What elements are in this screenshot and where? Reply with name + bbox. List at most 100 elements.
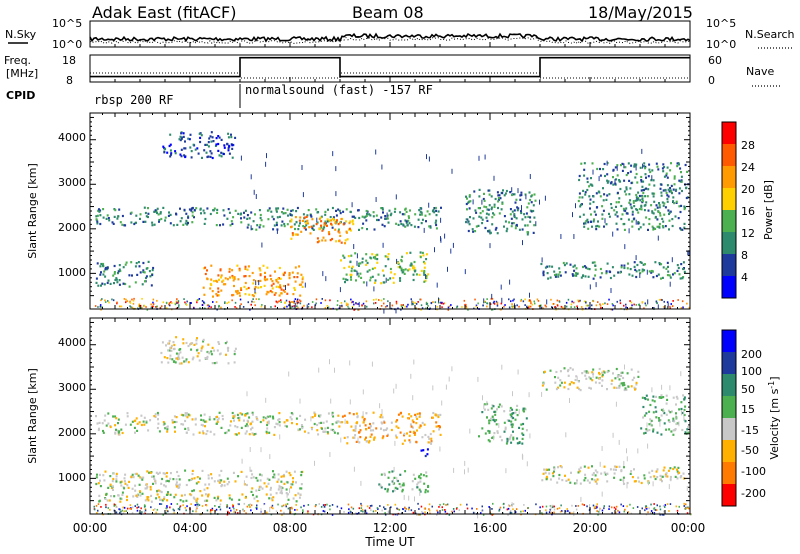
heatmap-cell: [594, 480, 597, 483]
heatmap-cell: [581, 372, 584, 375]
heatmap-cell: [505, 189, 508, 193]
heatmap-cell: [451, 168, 453, 174]
heatmap-cell: [560, 504, 562, 507]
heatmap-cell: [375, 427, 378, 430]
heatmap-cell: [404, 207, 407, 210]
heatmap-cell: [227, 349, 230, 352]
heatmap-cell: [173, 415, 176, 418]
heatmap-cell: [199, 140, 202, 144]
heatmap-cell: [288, 272, 291, 275]
heatmap-cell: [286, 481, 289, 484]
heatmap-cell: [345, 208, 348, 211]
heatmap-cell: [164, 147, 167, 150]
heatmap-cell: [631, 225, 634, 228]
heatmap-cell: [606, 303, 609, 305]
heatmap-cell: [288, 471, 291, 475]
heatmap-cell: [191, 469, 194, 472]
heatmap-cell: [505, 468, 507, 474]
heatmap-cell: [676, 264, 679, 267]
heatmap-cell: [150, 284, 153, 287]
heatmap-cell: [307, 222, 309, 225]
heatmap-cell: [520, 211, 523, 215]
heatmap-cell: [444, 510, 447, 513]
heatmap-cell: [521, 205, 522, 211]
heatmap-cell: [653, 184, 656, 187]
heatmap-cell: [594, 469, 597, 472]
heatmap-cell: [294, 266, 297, 269]
heatmap-cell: [512, 299, 514, 302]
heatmap-cell: [185, 431, 188, 434]
heatmap-cell: [530, 195, 533, 198]
heatmap-cell: [171, 421, 174, 424]
heatmap-cell: [315, 208, 318, 211]
heatmap-cell: [145, 306, 147, 308]
heatmap-cell: [657, 168, 660, 171]
heatmap-cell: [180, 494, 183, 497]
heatmap-cell: [133, 222, 136, 226]
heatmap-cell: [250, 174, 252, 180]
heatmap-cell: [203, 222, 206, 225]
heatmap-cell: [424, 507, 427, 510]
heatmap-cell: [268, 207, 271, 210]
heatmap-cell: [280, 486, 283, 489]
heatmap-cell: [340, 437, 342, 443]
heatmap-cell: [539, 199, 540, 205]
heatmap-cell: [571, 368, 574, 371]
heatmap-cell: [673, 420, 676, 423]
heatmap-cell: [303, 227, 306, 230]
heatmap-cell: [548, 265, 551, 268]
heatmap-cell: [583, 222, 585, 225]
heatmap-cell: [237, 503, 239, 505]
heatmap-cell: [371, 504, 373, 507]
heatmap-cell: [179, 153, 182, 156]
heatmap-cell: [210, 140, 213, 143]
heatmap-cell: [210, 264, 213, 267]
heatmap-cell: [586, 180, 589, 184]
heatmap-cell: [573, 234, 575, 239]
heatmap-cell: [329, 508, 331, 511]
heatmap-cell: [663, 412, 666, 415]
heatmap-cell: [505, 442, 508, 445]
heatmap-cell: [244, 209, 247, 212]
heatmap-cell: [489, 417, 492, 420]
heatmap-cell: [493, 420, 496, 423]
heatmap-cell: [520, 300, 522, 302]
heatmap-cell: [261, 487, 264, 490]
heatmap-cell: [659, 508, 662, 511]
heatmap-cell: [498, 509, 500, 512]
heatmap-cell: [590, 220, 593, 223]
heatmap-cell: [243, 285, 246, 288]
heatmap-cell: [680, 371, 682, 377]
heatmap-cell: [448, 376, 450, 382]
heatmap-cell: [297, 428, 300, 431]
heatmap-cell: [535, 221, 537, 227]
heatmap-cell: [99, 222, 102, 226]
heatmap-cell: [354, 427, 357, 430]
heatmap-cell: [683, 205, 686, 208]
heatmap-cell: [184, 301, 186, 304]
heatmap-cell: [112, 472, 115, 475]
heatmap-cell: [151, 221, 154, 224]
heatmap-cell: [215, 137, 218, 140]
heatmap-cell: [423, 423, 426, 426]
heatmap-cell: [439, 301, 442, 304]
heatmap-cell: [280, 299, 282, 302]
heatmap-cell: [611, 308, 614, 311]
heatmap-cell: [191, 358, 194, 361]
heatmap-cell: [105, 424, 108, 427]
heatmap-cell: [293, 302, 295, 304]
heatmap-cell: [323, 510, 326, 513]
heatmap-cell: [383, 421, 386, 424]
heatmap-cell: [631, 220, 634, 223]
heatmap-cell: [513, 305, 515, 308]
heatmap-cell: [680, 407, 683, 411]
heatmap-cell: [491, 436, 494, 439]
heatmap-cell: [507, 514, 509, 516]
heatmap-cell: [176, 302, 178, 304]
heatmap-cell: [659, 513, 661, 516]
heatmap-cell: [521, 218, 524, 221]
heatmap-cell: [290, 511, 292, 514]
heatmap-cell: [169, 133, 172, 136]
heatmap-cell: [381, 269, 384, 272]
heatmap-cell: [186, 416, 189, 419]
